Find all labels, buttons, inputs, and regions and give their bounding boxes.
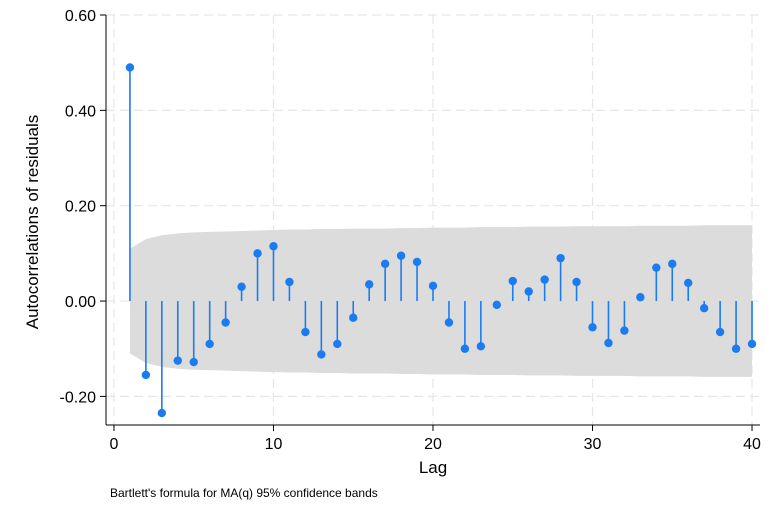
- acf-point: [301, 327, 310, 337]
- acf-point: [588, 323, 597, 332]
- acf-point: [460, 344, 470, 353]
- acf-point: [428, 281, 438, 290]
- acf-point: [508, 276, 517, 286]
- acf-point: [269, 242, 278, 251]
- acf-point: [731, 344, 741, 353]
- acf-point: [285, 277, 294, 287]
- acf-point: [205, 339, 214, 349]
- chart-note: Bartlett's formula for MA(q) 95% confide…: [110, 486, 378, 500]
- acf-point: [141, 370, 151, 380]
- acf-point: [349, 313, 358, 322]
- acf-point: [604, 338, 613, 348]
- acf-point: [125, 63, 135, 72]
- acf-point: [253, 249, 262, 258]
- y-tick-label: -0.20: [60, 389, 97, 406]
- acf-point: [668, 259, 677, 269]
- x-tick-label: 10: [265, 436, 283, 453]
- acf-point: [380, 259, 390, 269]
- acf-point: [492, 300, 502, 310]
- acf-point: [412, 257, 422, 267]
- x-tick-label: 40: [743, 436, 761, 453]
- x-tick-label: 20: [424, 436, 442, 453]
- y-tick-label: 0.00: [65, 294, 96, 311]
- acf-point: [572, 277, 581, 287]
- y-tick-label: 0.20: [65, 199, 96, 216]
- confidence-band: [129, 225, 753, 377]
- acf-point: [364, 280, 374, 289]
- acf-point: [189, 357, 198, 367]
- y-tick-label: 0.60: [65, 8, 96, 25]
- acf-point: [333, 339, 342, 349]
- acf-point: [396, 251, 406, 260]
- y-tick-label: 0.40: [65, 103, 96, 120]
- acf-point: [636, 293, 645, 302]
- acf-point: [237, 282, 246, 291]
- x-axis-title: Lag: [419, 458, 447, 477]
- acf-point: [444, 318, 454, 327]
- acf-point: [476, 342, 486, 351]
- acf-point: [556, 253, 565, 263]
- axis-ticks: -0.20 0.00 0.20 0.40 0.60 0 10 20 30 40: [60, 8, 761, 453]
- acf-markers: [125, 63, 757, 418]
- x-tick-label: 30: [584, 436, 602, 453]
- acf-point: [157, 408, 167, 418]
- acf-point: [620, 326, 629, 335]
- acf-point: [524, 287, 533, 296]
- acf-point: [652, 263, 661, 272]
- acf-point: [540, 275, 549, 284]
- acf-point: [317, 350, 326, 359]
- acf-stems: [129, 67, 753, 414]
- acf-point: [699, 303, 709, 313]
- acf-point: [747, 339, 757, 349]
- acf-point: [684, 278, 693, 288]
- x-tick-label: 0: [110, 436, 119, 453]
- acf-point: [221, 318, 230, 327]
- y-axis-title: Autocorrelations of residuals: [23, 115, 42, 330]
- acf-point: [173, 356, 182, 365]
- acf-point: [715, 327, 725, 337]
